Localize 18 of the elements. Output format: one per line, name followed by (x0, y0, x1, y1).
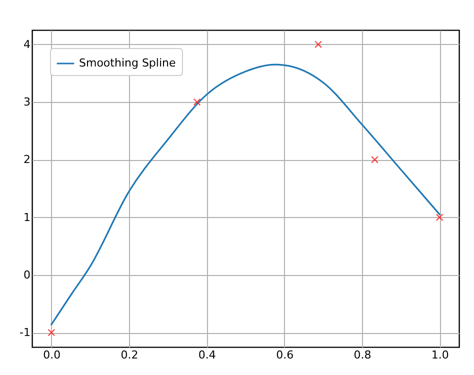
point (48, 328, 56, 336)
y-tick-label: 2 (24, 153, 30, 166)
legend-label: Smoothing Spline (79, 56, 176, 70)
point (436, 214, 444, 222)
point (193, 98, 201, 106)
y-tick-label: -1 (20, 326, 30, 340)
y-tick-label: 1 (24, 210, 30, 224)
y-tick-label: 4 (24, 38, 30, 51)
y-tick-label: 3 (24, 96, 30, 109)
y-tick-label: 0 (24, 268, 30, 282)
x-tick-label: 1.0 (431, 348, 449, 362)
x-tick-label: 0.2 (120, 348, 138, 362)
x-tick-label: 0.0 (43, 348, 61, 362)
x-tick-label: 0.8 (354, 348, 372, 362)
point (371, 156, 379, 164)
point (314, 40, 322, 48)
x-tick-label: 0.6 (276, 348, 294, 362)
x-tick-label: 0.4 (198, 348, 216, 362)
